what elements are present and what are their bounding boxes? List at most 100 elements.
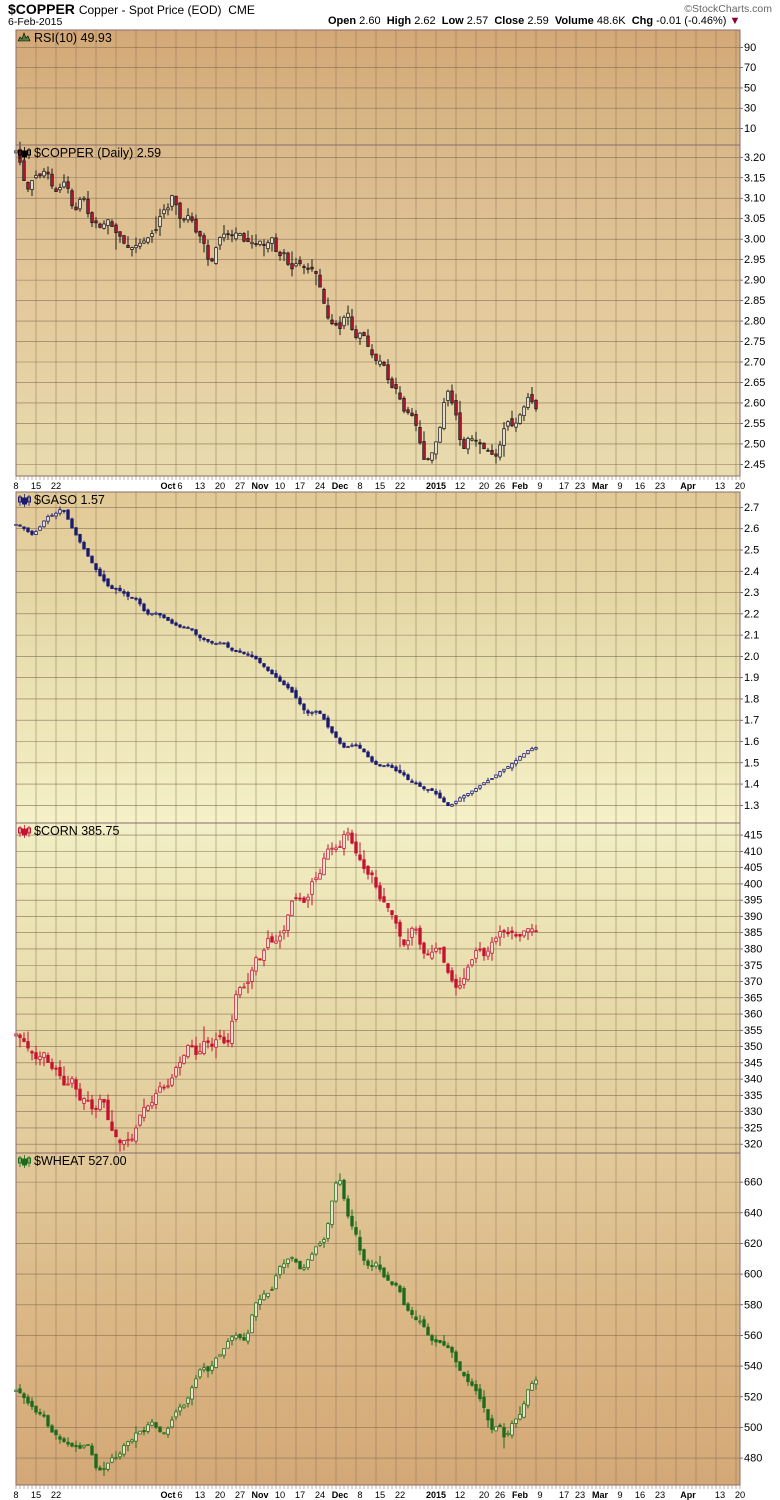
svg-text:640: 640 <box>744 1207 762 1219</box>
svg-text:20: 20 <box>215 1490 225 1500</box>
svg-text:Mar: Mar <box>592 1490 609 1500</box>
svg-text:2.1: 2.1 <box>744 630 759 642</box>
svg-text:2.60: 2.60 <box>744 397 765 409</box>
svg-text:Nov: Nov <box>251 481 268 491</box>
svg-text:1.8: 1.8 <box>744 693 759 705</box>
svg-text:70: 70 <box>744 62 756 74</box>
svg-text:8: 8 <box>13 481 18 491</box>
svg-text:17: 17 <box>295 1490 305 1500</box>
svg-text:Apr: Apr <box>680 1490 696 1500</box>
svg-text:350: 350 <box>744 1041 762 1053</box>
svg-text:$COPPER (Daily) 2.59: $COPPER (Daily) 2.59 <box>34 146 161 160</box>
svg-text:Feb: Feb <box>512 481 529 491</box>
svg-text:Dec: Dec <box>332 481 349 491</box>
svg-text:3.05: 3.05 <box>744 213 765 225</box>
svg-text:2.75: 2.75 <box>744 336 765 348</box>
svg-text:2.0: 2.0 <box>744 651 759 663</box>
svg-text:2.85: 2.85 <box>744 295 765 307</box>
svg-text:6: 6 <box>177 1490 182 1500</box>
svg-text:9: 9 <box>617 481 622 491</box>
svg-text:13: 13 <box>715 1490 725 1500</box>
svg-text:410: 410 <box>744 846 762 858</box>
svg-text:17: 17 <box>295 481 305 491</box>
svg-text:27: 27 <box>235 481 245 491</box>
svg-text:620: 620 <box>744 1238 762 1250</box>
svg-text:345: 345 <box>744 1057 762 1069</box>
svg-text:Nov: Nov <box>251 1490 268 1500</box>
svg-text:RSI(10) 49.93: RSI(10) 49.93 <box>34 31 112 45</box>
svg-text:22: 22 <box>51 1490 61 1500</box>
svg-text:9: 9 <box>537 481 542 491</box>
svg-text:Dec: Dec <box>332 1490 349 1500</box>
svg-text:27: 27 <box>235 1490 245 1500</box>
svg-text:540: 540 <box>744 1361 762 1373</box>
svg-text:2.7: 2.7 <box>744 502 759 514</box>
svg-text:2015: 2015 <box>426 1490 446 1500</box>
svg-text:340: 340 <box>744 1074 762 1086</box>
svg-text:22: 22 <box>51 481 61 491</box>
svg-text:1.4: 1.4 <box>744 779 759 791</box>
svg-text:2.65: 2.65 <box>744 377 765 389</box>
svg-text:2.80: 2.80 <box>744 316 765 328</box>
svg-text:660: 660 <box>744 1177 762 1189</box>
svg-text:15: 15 <box>31 1490 41 1500</box>
svg-text:30: 30 <box>744 103 756 115</box>
svg-text:24: 24 <box>315 481 325 491</box>
svg-text:23: 23 <box>575 1490 585 1500</box>
svg-text:2.55: 2.55 <box>744 418 765 430</box>
svg-text:2.50: 2.50 <box>744 438 765 450</box>
svg-text:13: 13 <box>195 481 205 491</box>
svg-text:415: 415 <box>744 830 762 842</box>
svg-text:$CORN 385.75: $CORN 385.75 <box>34 824 120 838</box>
svg-text:24: 24 <box>315 1490 325 1500</box>
svg-text:320: 320 <box>744 1139 762 1151</box>
svg-text:2.95: 2.95 <box>744 254 765 266</box>
svg-text:15: 15 <box>375 481 385 491</box>
svg-text:2.5: 2.5 <box>744 545 759 557</box>
svg-text:3.10: 3.10 <box>744 193 765 205</box>
svg-text:580: 580 <box>744 1299 762 1311</box>
svg-text:Oct: Oct <box>160 481 175 491</box>
svg-text:1.6: 1.6 <box>744 736 759 748</box>
svg-text:90: 90 <box>744 42 756 54</box>
svg-text:$GASO 1.57: $GASO 1.57 <box>34 493 105 507</box>
svg-text:12: 12 <box>455 1490 465 1500</box>
svg-text:16: 16 <box>635 481 645 491</box>
svg-text:Apr: Apr <box>680 481 696 491</box>
svg-text:12: 12 <box>455 481 465 491</box>
svg-text:405: 405 <box>744 862 762 874</box>
svg-text:$WHEAT 527.00: $WHEAT 527.00 <box>34 1154 127 1168</box>
svg-text:20: 20 <box>735 1490 745 1500</box>
svg-text:3.20: 3.20 <box>744 152 765 164</box>
svg-text:8: 8 <box>357 1490 362 1500</box>
svg-text:22: 22 <box>395 1490 405 1500</box>
svg-text:10: 10 <box>275 481 285 491</box>
svg-text:23: 23 <box>575 481 585 491</box>
svg-text:9: 9 <box>617 1490 622 1500</box>
svg-text:6: 6 <box>177 481 182 491</box>
svg-text:Oct: Oct <box>160 1490 175 1500</box>
svg-text:Feb: Feb <box>512 1490 529 1500</box>
svg-text:365: 365 <box>744 992 762 1004</box>
svg-text:325: 325 <box>744 1122 762 1134</box>
svg-text:3.15: 3.15 <box>744 172 765 184</box>
svg-text:8: 8 <box>13 1490 18 1500</box>
svg-text:520: 520 <box>744 1391 762 1403</box>
svg-text:480: 480 <box>744 1453 762 1465</box>
svg-text:13: 13 <box>195 1490 205 1500</box>
svg-text:385: 385 <box>744 927 762 939</box>
svg-text:335: 335 <box>744 1090 762 1102</box>
svg-text:2.70: 2.70 <box>744 357 765 369</box>
svg-text:380: 380 <box>744 943 762 955</box>
svg-text:370: 370 <box>744 976 762 988</box>
svg-text:Mar: Mar <box>592 481 609 491</box>
svg-text:2.6: 2.6 <box>744 523 759 535</box>
svg-text:9: 9 <box>537 1490 542 1500</box>
svg-text:23: 23 <box>655 481 665 491</box>
svg-text:1.7: 1.7 <box>744 715 759 727</box>
svg-text:20: 20 <box>479 481 489 491</box>
svg-text:360: 360 <box>744 1009 762 1021</box>
svg-text:26: 26 <box>495 1490 505 1500</box>
svg-text:1.5: 1.5 <box>744 757 759 769</box>
svg-text:17: 17 <box>559 481 569 491</box>
